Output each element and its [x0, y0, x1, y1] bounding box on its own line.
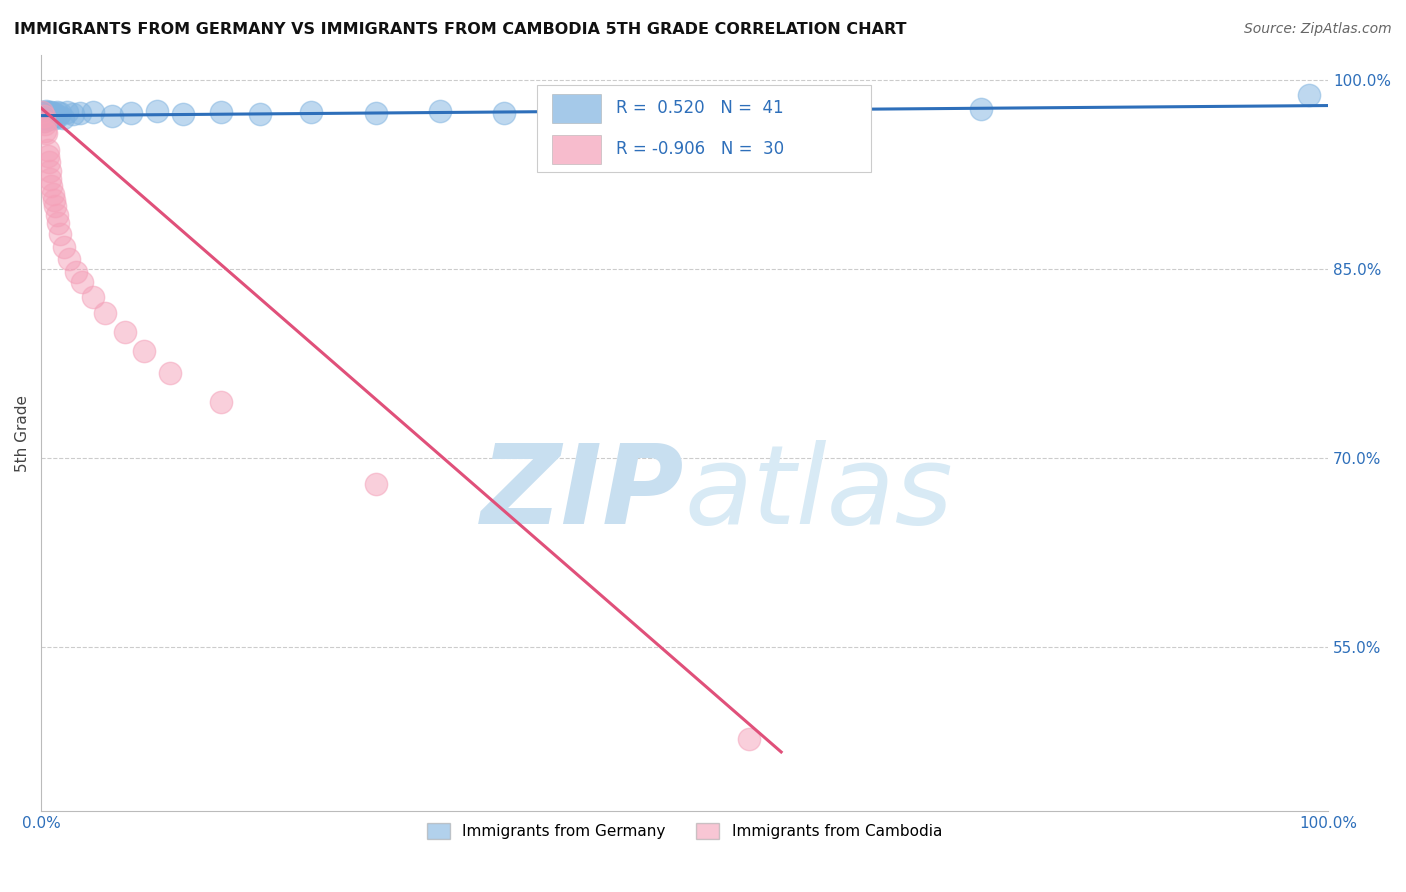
- Point: [46, 216, 69, 230]
- Point: [209, 104, 232, 119]
- Point: [41, 110, 63, 124]
- Point: [209, 394, 232, 409]
- Point: [34, 106, 56, 120]
- Point: [37, 104, 59, 119]
- Point: [801, 106, 824, 120]
- Point: [35, 126, 58, 140]
- Point: [53, 240, 76, 254]
- Point: [45, 208, 67, 222]
- Point: [969, 103, 991, 117]
- Point: [146, 103, 169, 118]
- Point: [39, 106, 62, 120]
- Point: [35, 103, 58, 118]
- Point: [31, 104, 53, 119]
- Point: [34, 124, 56, 138]
- FancyBboxPatch shape: [537, 86, 872, 172]
- Point: [49, 106, 72, 120]
- Point: [32, 109, 55, 123]
- Point: [42, 193, 65, 207]
- Point: [39, 171, 62, 186]
- Point: [82, 290, 104, 304]
- Point: [114, 326, 136, 340]
- Point: [82, 104, 104, 119]
- Point: [46, 109, 69, 123]
- Point: [37, 110, 59, 124]
- Point: [31, 111, 53, 125]
- Y-axis label: 5th Grade: 5th Grade: [15, 394, 30, 472]
- Point: [44, 111, 66, 125]
- Point: [32, 113, 55, 128]
- Point: [39, 164, 62, 178]
- Point: [159, 366, 181, 380]
- FancyBboxPatch shape: [553, 135, 600, 163]
- Point: [38, 155, 60, 169]
- Point: [172, 107, 194, 121]
- Point: [56, 104, 79, 119]
- Point: [62, 107, 84, 121]
- Text: Source: ZipAtlas.com: Source: ZipAtlas.com: [1244, 22, 1392, 37]
- Point: [37, 149, 59, 163]
- Point: [32, 113, 55, 128]
- Point: [94, 306, 117, 320]
- Point: [571, 104, 593, 119]
- Point: [69, 106, 91, 120]
- Text: R =  0.520   N =  41: R = 0.520 N = 41: [616, 99, 785, 118]
- Point: [738, 732, 761, 747]
- Point: [41, 104, 63, 119]
- Point: [299, 104, 322, 119]
- Point: [49, 227, 72, 241]
- Point: [1298, 88, 1320, 103]
- Point: [37, 143, 59, 157]
- Point: [45, 104, 67, 119]
- Point: [41, 109, 63, 123]
- Point: [52, 111, 75, 125]
- Point: [364, 106, 387, 120]
- Point: [65, 265, 87, 279]
- Point: [58, 252, 80, 267]
- Point: [38, 107, 60, 121]
- Point: [364, 476, 387, 491]
- Point: [120, 106, 142, 120]
- Point: [31, 104, 53, 119]
- Point: [35, 109, 58, 123]
- Point: [429, 103, 451, 118]
- Point: [34, 118, 56, 132]
- Point: [42, 106, 65, 120]
- Point: [132, 344, 155, 359]
- Text: R = -0.906   N =  30: R = -0.906 N = 30: [616, 140, 785, 158]
- Point: [32, 109, 55, 123]
- Point: [249, 107, 271, 121]
- Point: [101, 109, 124, 123]
- Text: atlas: atlas: [685, 440, 953, 547]
- Point: [494, 106, 516, 120]
- Text: IMMIGRANTS FROM GERMANY VS IMMIGRANTS FROM CAMBODIA 5TH GRADE CORRELATION CHART: IMMIGRANTS FROM GERMANY VS IMMIGRANTS FR…: [14, 22, 907, 37]
- Point: [41, 186, 63, 201]
- Point: [44, 199, 66, 213]
- Legend: Immigrants from Germany, Immigrants from Cambodia: Immigrants from Germany, Immigrants from…: [422, 817, 948, 845]
- Point: [41, 179, 63, 194]
- Point: [673, 103, 696, 118]
- Text: ZIP: ZIP: [481, 440, 685, 547]
- FancyBboxPatch shape: [553, 94, 600, 123]
- Point: [72, 275, 94, 289]
- Point: [38, 112, 60, 127]
- Point: [34, 111, 56, 125]
